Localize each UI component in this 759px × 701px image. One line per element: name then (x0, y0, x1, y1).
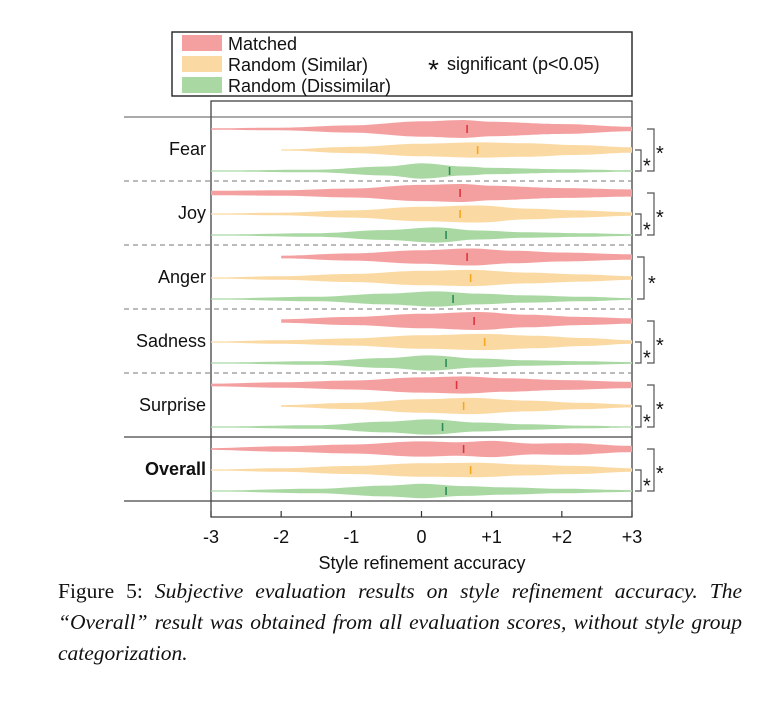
x-tick-label-4: +1 (481, 527, 502, 547)
group-labels: Fear Joy Anger Sadness Surprise Overall (136, 139, 206, 479)
bracket-inner-overall (635, 469, 642, 492)
violin-sadness-matched (281, 312, 632, 330)
x-tick-label-1: -2 (273, 527, 289, 547)
bracket-outer-sadness (647, 320, 655, 364)
bracket-inner-fear (635, 149, 642, 172)
legend-significance-marker: * (428, 54, 439, 85)
sig-star-outer-joy: * (656, 207, 664, 229)
violin-surprise-random-similar (281, 397, 632, 415)
group-label-overall: Overall (145, 459, 206, 479)
violin-surprise-random-dissimilar (211, 419, 632, 435)
legend-label-matched: Matched (228, 34, 297, 54)
violin-sadness-random-similar (211, 333, 632, 351)
sig-star-inner-sadness: * (643, 348, 651, 370)
legend: Matched Random (Similar) Random (Dissimi… (171, 31, 633, 97)
violin-fear-matched (211, 120, 632, 138)
sig-star-inner-joy: * (643, 220, 651, 242)
sig-star-inner-surprise: * (643, 412, 651, 434)
violin-surprise-matched (211, 376, 632, 394)
caption-label: Figure 5: (58, 579, 143, 603)
x-tick-label-3: 0 (416, 527, 426, 547)
sig-star-inner-fear: * (643, 156, 651, 178)
group-label-joy: Joy (178, 203, 206, 223)
sig-star-inner-overall: * (643, 476, 651, 498)
sig-star-outer-sadness: * (656, 335, 664, 357)
significance-brackets: *********** (635, 128, 664, 498)
x-tick-label-2: -1 (343, 527, 359, 547)
violin-joy-random-similar (211, 205, 632, 223)
group-label-anger: Anger (158, 267, 206, 287)
violin-anger-random-dissimilar (211, 291, 632, 307)
sig-star-outer-fear: * (656, 143, 664, 165)
x-tick-label-0: -3 (203, 527, 219, 547)
violin-chart: Matched Random (Similar) Random (Dissimi… (124, 31, 664, 573)
x-tick-label-5: +2 (552, 527, 573, 547)
sig-star-anger: * (648, 273, 656, 295)
group-label-surprise: Surprise (139, 395, 206, 415)
legend-label-random-dissimilar: Random (Dissimilar) (228, 76, 391, 96)
violin-joy-matched (211, 184, 632, 202)
group-separators (124, 116, 632, 502)
violin-overall-random-similar (211, 462, 632, 478)
bracket-outer-overall (647, 448, 655, 492)
legend-swatch-random-dissimilar (182, 77, 222, 93)
sig-star-outer-surprise: * (656, 399, 664, 421)
violin-anger-matched (281, 248, 632, 266)
violin-fear-random-similar (281, 142, 632, 158)
figure-caption: Figure 5: Subjective evaluation results … (58, 576, 742, 669)
violin-fear-random-dissimilar (211, 163, 632, 179)
x-tick-label-6: +3 (622, 527, 643, 547)
violin-sadness-random-dissimilar (211, 355, 632, 371)
bracket-outer-surprise (647, 384, 655, 428)
violin-overall-random-dissimilar (211, 483, 632, 499)
legend-significance-label: significant (p<0.05) (447, 54, 600, 74)
bracket-inner-joy (635, 213, 642, 236)
x-axis: Style refinement accuracy -3 -2 -1 0 +1 +2 +3 (203, 511, 642, 573)
bracket-inner-surprise (635, 405, 642, 428)
violin-overall-matched (211, 440, 632, 458)
legend-label-random-similar: Random (Similar) (228, 55, 368, 75)
violin-joy-random-dissimilar (211, 227, 632, 243)
bracket-outer-joy (647, 192, 655, 236)
legend-swatch-matched (182, 35, 222, 51)
bracket-outer-fear (647, 128, 655, 172)
violin-anger-random-similar (211, 269, 632, 287)
group-label-fear: Fear (169, 139, 206, 159)
sig-star-outer-overall: * (656, 463, 664, 485)
violin-layer (211, 120, 632, 499)
group-label-sadness: Sadness (136, 331, 206, 351)
legend-swatch-random-similar (182, 56, 222, 72)
x-axis-label: Style refinement accuracy (318, 553, 525, 573)
caption-text: Subjective evaluation results on style r… (58, 579, 743, 665)
bracket-inner-sadness (635, 341, 642, 364)
bracket-anger (637, 256, 645, 300)
